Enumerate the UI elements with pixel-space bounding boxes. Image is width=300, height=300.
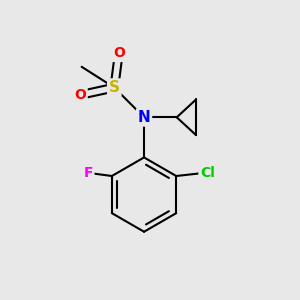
Text: O: O bbox=[113, 46, 125, 60]
Text: Cl: Cl bbox=[200, 166, 215, 180]
Text: O: O bbox=[74, 88, 86, 102]
Text: N: N bbox=[138, 110, 150, 125]
Text: F: F bbox=[83, 166, 93, 180]
Text: S: S bbox=[109, 80, 120, 95]
